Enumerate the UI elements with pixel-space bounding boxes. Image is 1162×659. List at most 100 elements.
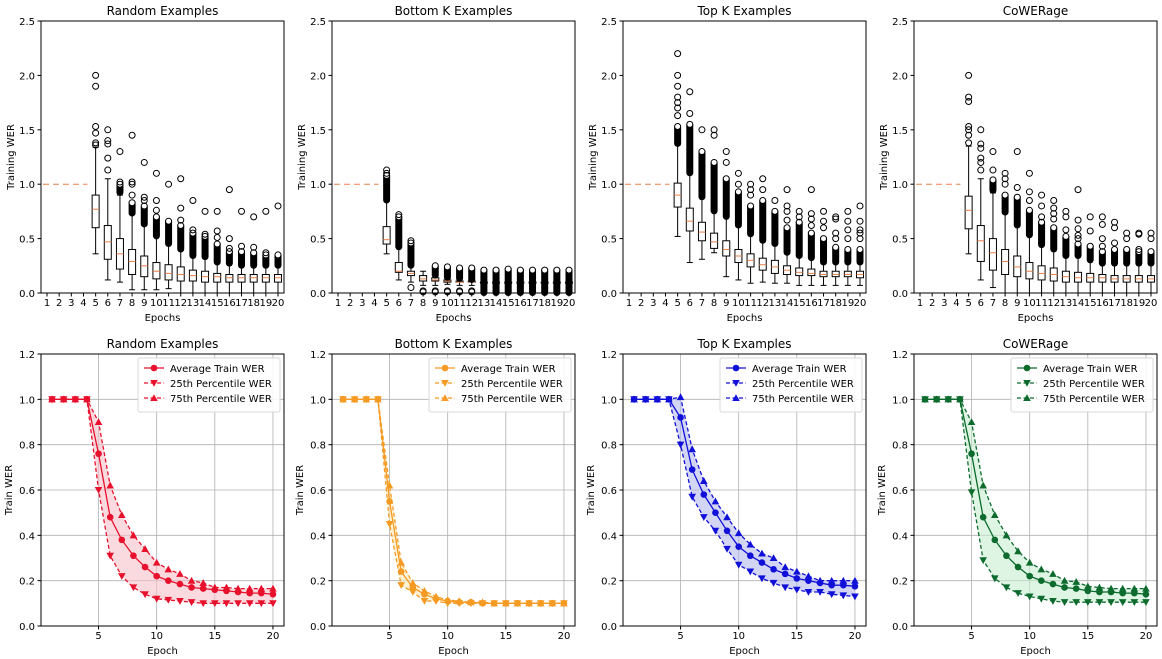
data-point — [94, 486, 103, 494]
outlier-point — [140, 197, 148, 205]
outlier-point — [225, 244, 233, 252]
data-point — [106, 552, 114, 560]
box — [819, 270, 828, 278]
x-tick-label: 1 — [44, 298, 50, 309]
box-epoch — [685, 88, 694, 264]
x-tick-label: 14 — [199, 298, 212, 309]
x-tick-label: 10 — [732, 298, 745, 309]
y-tick-label: 0.2 — [310, 577, 326, 588]
x-tick-label: 8 — [1002, 298, 1008, 309]
box-epoch — [770, 197, 779, 284]
line-panel: CoWERage 0.0 0.2 0.4 0.6 0.8 1.0 1.2 5 10 15 20 Epoc… — [877, 337, 1158, 657]
outlier-cluster — [1050, 224, 1058, 253]
data-point — [688, 493, 696, 501]
data-point — [1061, 584, 1068, 591]
box — [152, 262, 161, 280]
box — [710, 232, 719, 249]
outlier-point — [238, 242, 246, 250]
x-tick-label: 8 — [711, 298, 717, 309]
data-point — [816, 588, 824, 596]
legend-label: 75th Percentile WER — [461, 394, 563, 405]
data-point — [106, 513, 114, 521]
box-epoch — [1110, 218, 1119, 294]
x-tick-label: 4 — [662, 298, 668, 309]
box — [225, 274, 234, 283]
outlier-point — [128, 131, 136, 139]
data-point — [1038, 577, 1045, 584]
box-epoch — [734, 169, 743, 281]
outlier-point — [1098, 220, 1106, 228]
legend-label: Average Train WER — [1043, 364, 1138, 375]
outlier-point — [213, 227, 221, 235]
x-tick-label: 15 — [793, 298, 806, 309]
outlier-point — [1111, 239, 1119, 247]
outlier-point — [989, 176, 997, 184]
outlier-point — [262, 207, 270, 215]
data-point — [688, 445, 696, 453]
outlier-point — [1050, 224, 1058, 232]
outlier-cluster — [383, 172, 391, 204]
x-tick-label: 20 — [1140, 631, 1153, 642]
x-tick-label: 10 — [150, 631, 163, 642]
y-tick-label: 1.0 — [892, 180, 908, 191]
y-tick-label: 2.5 — [310, 17, 326, 28]
series-line — [52, 398, 273, 590]
outlier-point — [1013, 193, 1021, 201]
data-point — [1118, 584, 1127, 592]
outlier-cluster — [201, 233, 209, 261]
box — [964, 195, 973, 230]
data-point — [1060, 576, 1069, 584]
y-tick-label: 2.0 — [892, 71, 908, 82]
data-point — [1049, 580, 1057, 588]
box — [164, 264, 173, 281]
outlier-point — [1147, 229, 1155, 237]
outlier-point — [1111, 245, 1119, 253]
chart-title: Random Examples — [107, 4, 219, 18]
box-epoch — [1025, 169, 1034, 294]
outlier-point — [1025, 188, 1033, 196]
x-tick-label: 10 — [1023, 631, 1036, 642]
outlier-point — [189, 197, 197, 205]
outlier-point — [759, 186, 767, 194]
x-tick-label: 14 — [781, 298, 794, 309]
outlier-point — [965, 93, 973, 101]
outlier-point — [431, 287, 439, 295]
y-tick-label: 1.0 — [310, 180, 326, 191]
outlier-point — [965, 139, 973, 147]
data-point — [1072, 599, 1080, 606]
outlier-point — [1098, 213, 1106, 221]
series-line — [634, 396, 855, 582]
x-tick-label: 15 — [211, 298, 224, 309]
outlier-point — [1086, 242, 1094, 250]
x-tick-label: 19 — [550, 298, 563, 309]
outlier-point — [856, 229, 864, 237]
data-point — [71, 395, 80, 403]
box — [1098, 274, 1107, 283]
x-tick-label: 9 — [723, 298, 729, 309]
y-tick-label: 0.6 — [310, 486, 326, 497]
x-tick-label: 10 — [441, 631, 454, 642]
outlier-point — [965, 98, 973, 106]
data-point — [397, 558, 405, 566]
outlier-point — [783, 207, 791, 215]
outlier-point — [1086, 213, 1094, 221]
outlier-point — [674, 50, 682, 58]
data-point — [222, 583, 231, 591]
y-tick-label: 0.2 — [601, 577, 617, 588]
y-tick-label: 0.2 — [19, 577, 35, 588]
x-tick-label: 14 — [490, 298, 503, 309]
x-tick-label: 8 — [420, 298, 426, 309]
data-point — [362, 395, 371, 403]
outlier-point — [977, 166, 985, 174]
x-tick-label: 1 — [626, 298, 632, 309]
outlier-point — [977, 144, 985, 152]
outlier-point — [844, 207, 852, 215]
x-tick-label: 15 — [499, 631, 512, 642]
outlier-point — [128, 191, 136, 199]
outlier-point — [468, 287, 476, 295]
outlier-point — [1123, 229, 1131, 237]
outlier-point — [856, 217, 864, 225]
x-tick-label: 3 — [650, 298, 656, 309]
data-point — [199, 579, 207, 586]
chart-title: CoWERage — [1003, 337, 1069, 351]
